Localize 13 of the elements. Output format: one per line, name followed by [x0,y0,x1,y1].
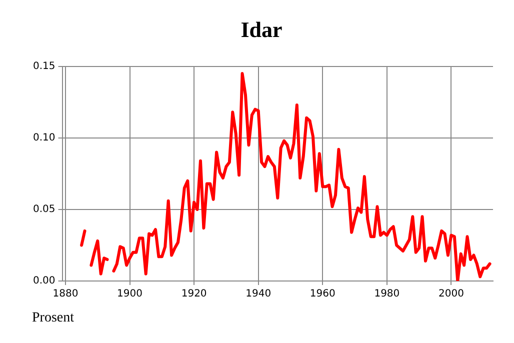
x-tick-label: 1980 [374,288,400,300]
y-tick-label: 0.10 [33,132,56,144]
x-tick-label: 1960 [310,288,336,300]
y-tick-label: 0.15 [33,60,56,72]
x-tick-label: 1920 [181,288,207,300]
y-tick-label: 0.05 [33,204,56,216]
y-tick-label: 0.00 [33,276,56,287]
x-tick-label: 1940 [246,288,272,300]
x-tick-label: 2000 [438,288,464,300]
y-axis-title: Prosent [32,310,74,326]
chart-title: Idar [240,16,283,42]
x-tick-label: 1900 [117,288,142,300]
x-tick-label: 1880 [52,288,78,300]
